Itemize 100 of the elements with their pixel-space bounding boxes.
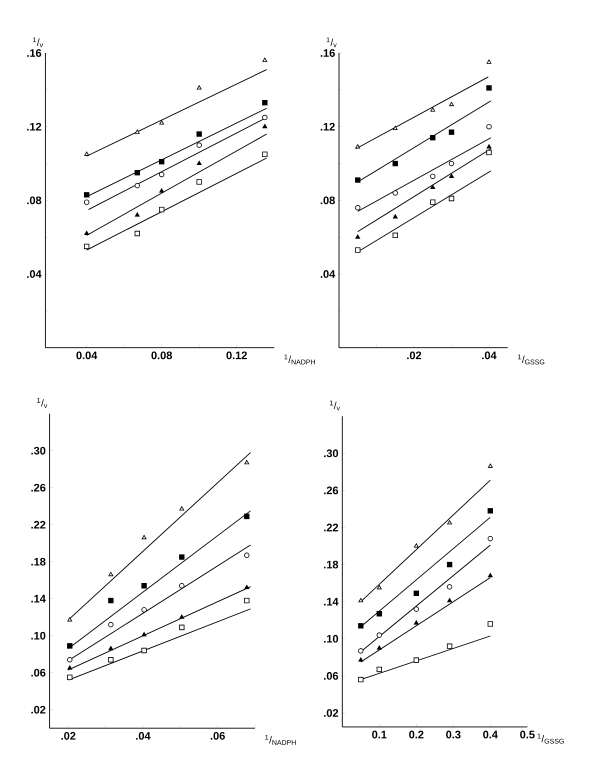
point	[67, 643, 72, 649]
y-axis-title: $^{1}$/$_{v}$	[330, 400, 340, 410]
point	[244, 584, 250, 590]
point	[67, 617, 72, 622]
y-tick-label: .02	[324, 709, 338, 717]
x-tick-label: 0.04	[76, 351, 98, 360]
point	[486, 144, 492, 148]
point	[430, 199, 436, 205]
point	[414, 620, 419, 625]
point	[376, 666, 382, 672]
point	[392, 126, 398, 130]
point	[486, 60, 492, 64]
point	[392, 214, 398, 218]
point	[108, 572, 114, 576]
x-tick-label: .04	[482, 351, 497, 360]
point	[134, 230, 140, 236]
point	[355, 144, 360, 148]
point	[84, 230, 90, 236]
y-tick-label: .12	[320, 122, 335, 130]
point	[134, 182, 140, 188]
point	[108, 622, 114, 628]
point	[355, 234, 360, 239]
x-axis-title: $^{1}$/$_{GSSG}$	[518, 354, 544, 364]
y-tick-label: .08	[320, 196, 335, 204]
point	[84, 199, 90, 205]
point	[196, 131, 202, 137]
y-tick-label: .02	[31, 706, 46, 714]
y-tick-label: .10	[324, 634, 338, 643]
point	[158, 158, 164, 164]
point	[262, 100, 268, 106]
point	[67, 665, 72, 670]
y-tick-label: .04	[27, 270, 42, 278]
x-tick-label: 0.1	[372, 730, 387, 738]
point	[355, 177, 360, 183]
y-tick-label: .04	[320, 270, 336, 278]
x-tick-label: 0.4	[483, 730, 498, 738]
y-tick-label: .22	[31, 520, 46, 529]
y-tick-label: .08	[27, 196, 42, 204]
point	[392, 232, 398, 238]
x-tick-label: 0.08	[151, 351, 172, 360]
y-tick-label: .26	[324, 486, 338, 494]
point	[142, 534, 146, 540]
point	[67, 674, 72, 680]
point	[142, 632, 146, 636]
point	[376, 611, 382, 616]
y-tick-label: .30	[324, 449, 338, 458]
point	[355, 205, 360, 210]
point	[430, 135, 436, 140]
point	[84, 192, 90, 198]
point	[244, 460, 250, 464]
point	[358, 623, 364, 628]
point	[449, 174, 454, 178]
x-tick-label: .02	[61, 732, 76, 740]
point	[446, 562, 452, 568]
point	[244, 514, 250, 520]
point	[179, 554, 184, 560]
point	[488, 573, 493, 578]
point	[430, 174, 436, 180]
x-tick-label: .06	[210, 732, 225, 740]
point	[446, 584, 452, 590]
y-tick-label: .18	[31, 558, 46, 566]
y-tick-label: .14	[31, 594, 46, 602]
point	[430, 184, 436, 189]
x-tick-label: 0.2	[409, 730, 424, 738]
point	[414, 543, 419, 548]
point	[376, 645, 382, 650]
point	[358, 648, 364, 654]
point	[134, 170, 140, 176]
x-tick-label: 0.12	[226, 351, 247, 360]
point	[446, 644, 452, 649]
point	[196, 85, 202, 90]
point	[67, 657, 72, 662]
point	[414, 590, 419, 596]
x-tick-label: 0.3	[446, 730, 461, 738]
point	[196, 179, 202, 185]
y-axis-title: $^{1}$/$_{v}$	[33, 37, 44, 48]
point	[108, 646, 114, 650]
y-tick-label: .14	[324, 598, 338, 606]
point	[244, 552, 250, 558]
y-tick-label: .26	[31, 484, 46, 492]
point	[141, 648, 147, 654]
point	[262, 124, 268, 128]
point	[262, 58, 268, 62]
point	[486, 124, 492, 130]
point	[158, 206, 164, 212]
y-tick-label: .16	[27, 49, 42, 57]
point	[159, 120, 164, 125]
y-axis-title: $^{1}$/$_{v}$	[326, 37, 337, 48]
y-tick-label: .18	[324, 560, 338, 568]
x-axis-title: $^{1}$/$_{NADPH}$	[284, 354, 315, 364]
point	[84, 152, 90, 156]
point	[447, 598, 452, 602]
point	[355, 247, 360, 253]
point	[392, 160, 398, 166]
point	[108, 657, 114, 662]
point	[134, 130, 140, 134]
point	[376, 632, 382, 638]
point	[449, 102, 454, 106]
point	[179, 614, 184, 619]
point	[430, 107, 436, 112]
